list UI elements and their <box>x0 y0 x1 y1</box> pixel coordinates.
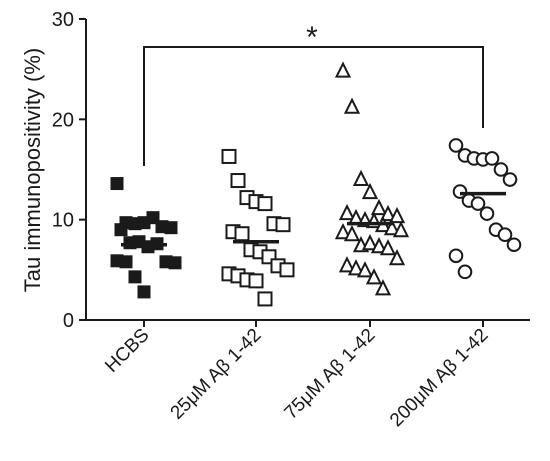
data-point <box>383 218 401 236</box>
data-point <box>343 97 361 114</box>
data-point <box>137 285 151 299</box>
data-points <box>110 61 522 307</box>
y-tick-label: 20 <box>52 109 74 131</box>
data-point <box>230 173 246 189</box>
data-point <box>392 220 410 238</box>
data-point <box>457 264 473 280</box>
data-point <box>448 248 464 264</box>
x-category-label: 25μM Aβ 1-42 <box>167 325 266 424</box>
mean-lines <box>121 191 506 247</box>
data-point <box>379 204 397 222</box>
data-point <box>470 196 486 211</box>
data-point <box>370 198 388 216</box>
data-point <box>338 203 356 221</box>
data-point <box>388 249 406 266</box>
data-point <box>128 270 142 284</box>
data-point <box>370 237 388 254</box>
x-category-label: HCBS <box>101 325 153 377</box>
y-axis-label: Tau immunopositivity (%) <box>20 48 45 293</box>
data-point <box>502 172 518 187</box>
data-point <box>119 255 133 269</box>
axes: 0 10 20 30 <box>52 9 530 332</box>
data-point <box>361 234 379 251</box>
data-point <box>338 256 356 273</box>
x-category-label: 75μM Aβ 1-42 <box>281 325 380 424</box>
y-tick-label: 10 <box>52 210 74 232</box>
data-point <box>347 259 365 276</box>
data-point <box>352 169 370 187</box>
y-tick-label: 30 <box>52 9 74 31</box>
data-point <box>479 206 495 221</box>
data-point <box>248 273 264 289</box>
data-point <box>361 182 379 200</box>
data-point <box>497 227 513 243</box>
data-point <box>388 206 406 224</box>
data-point <box>448 138 464 153</box>
data-point <box>343 224 361 242</box>
data-point <box>334 222 352 240</box>
data-point <box>493 162 509 177</box>
data-point <box>110 177 124 191</box>
significance-label: * <box>306 21 318 54</box>
data-point <box>234 226 250 242</box>
significance-bracket <box>143 46 484 166</box>
significance-bracket-group: * <box>143 21 484 166</box>
x-tick-labels: HCBS 25μM Aβ 1-42 75μM Aβ 1-42 200μM Aβ 1-4… <box>101 325 492 432</box>
data-point <box>365 268 383 285</box>
data-point <box>164 221 178 235</box>
data-point <box>379 239 397 256</box>
data-point <box>275 217 291 233</box>
data-point <box>168 256 182 270</box>
data-point <box>506 237 522 253</box>
data-point <box>356 261 374 278</box>
data-point <box>484 151 500 166</box>
data-point <box>374 279 392 296</box>
data-point <box>334 61 352 78</box>
x-category-label: 200μM Aβ 1-42 <box>386 325 493 432</box>
data-point <box>257 291 273 307</box>
data-point <box>221 148 237 164</box>
data-point <box>279 262 295 278</box>
data-point <box>257 196 273 212</box>
data-point <box>114 223 128 237</box>
y-tick-label: 0 <box>63 310 74 332</box>
